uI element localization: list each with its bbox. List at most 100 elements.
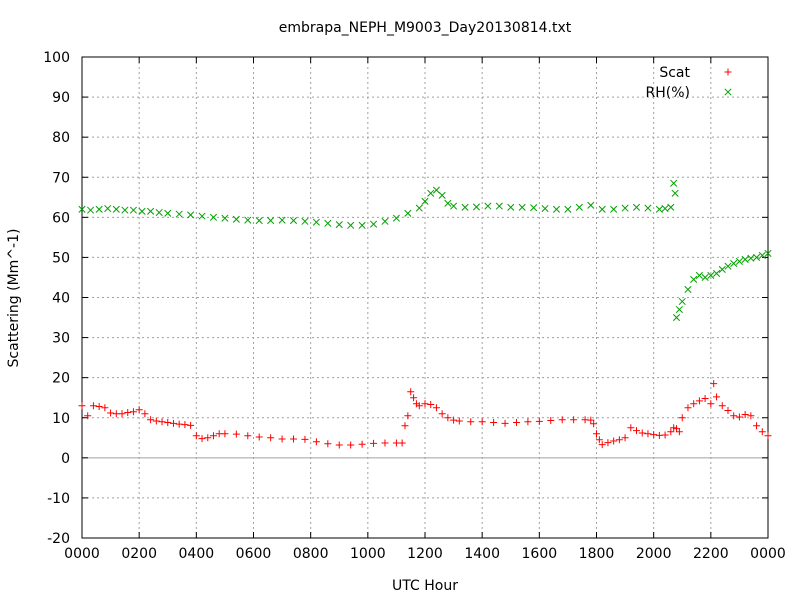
rh-point xyxy=(541,204,549,213)
rh-point xyxy=(369,220,378,228)
scat-point xyxy=(753,422,761,430)
rh-point xyxy=(718,265,726,273)
scat-point xyxy=(169,419,177,427)
scat-point xyxy=(192,432,200,440)
y-tick-label: 20 xyxy=(52,371,70,387)
rh-point xyxy=(753,253,761,261)
scat-point xyxy=(432,404,440,412)
data-layer xyxy=(78,179,772,449)
scat-point xyxy=(587,416,595,424)
y-tick-label: 30 xyxy=(52,331,70,347)
x-axis-label: UTC Hour xyxy=(392,578,458,594)
y-tick-label: 60 xyxy=(52,210,70,226)
x-tick-label: 0200 xyxy=(121,546,157,562)
rh-point xyxy=(404,209,412,217)
scat-point xyxy=(347,441,355,449)
legend: Scat RH(%) xyxy=(646,65,732,101)
rh-point xyxy=(655,205,663,213)
rh-point xyxy=(267,216,275,225)
rh-point xyxy=(198,212,206,220)
scat-point xyxy=(673,425,681,433)
scat-point xyxy=(78,402,86,410)
rh-point xyxy=(78,205,86,213)
scat-point xyxy=(490,419,498,427)
scat-point xyxy=(593,430,600,438)
scat-point xyxy=(638,429,646,437)
y-tick-label: -10 xyxy=(47,491,70,507)
scat-point xyxy=(141,410,149,418)
series-scat xyxy=(78,380,772,449)
rh-point xyxy=(155,208,163,217)
rh-point xyxy=(598,205,606,213)
scat-point xyxy=(633,427,641,435)
scat-point xyxy=(741,411,749,419)
scat-point xyxy=(427,401,435,409)
scat-point xyxy=(644,430,652,438)
rh-point xyxy=(764,249,772,257)
y-tick-label: 10 xyxy=(52,411,70,427)
rh-point xyxy=(672,313,681,322)
scat-point xyxy=(221,430,229,438)
x-tick-label: 0400 xyxy=(179,546,215,562)
scat-point xyxy=(124,409,132,417)
rh-point xyxy=(164,209,172,217)
scat-point xyxy=(684,404,692,412)
y-tick-label: 100 xyxy=(43,50,70,66)
rh-point xyxy=(112,205,120,213)
rh-point xyxy=(121,206,129,214)
scat-point xyxy=(255,433,263,441)
rh-point xyxy=(438,191,446,199)
y-tick-label: 90 xyxy=(52,90,70,106)
rh-point xyxy=(392,214,400,222)
x-tick-label: 1800 xyxy=(579,546,615,562)
rh-point xyxy=(632,203,641,211)
rh-point xyxy=(278,216,286,224)
rh-point xyxy=(421,197,429,205)
rh-point xyxy=(381,217,389,225)
rh-point xyxy=(575,203,583,211)
scat-point xyxy=(244,432,252,440)
rh-point xyxy=(552,205,561,213)
rh-point xyxy=(472,203,481,211)
rh-point xyxy=(289,216,298,225)
x-tick-label: 0000 xyxy=(750,546,786,562)
scat-point xyxy=(324,440,332,448)
scat-point xyxy=(312,438,320,446)
scat-point xyxy=(701,395,709,403)
scat-point xyxy=(667,428,675,436)
scat-point xyxy=(718,402,726,410)
scat-point xyxy=(358,440,366,448)
rh-point xyxy=(129,206,138,214)
x-tick-label: 0000 xyxy=(64,546,100,562)
rh-point xyxy=(495,202,503,210)
scat-point xyxy=(695,397,703,405)
scat-point xyxy=(455,417,463,425)
scat-point xyxy=(598,441,606,449)
rh-point xyxy=(518,203,526,211)
scat-point xyxy=(147,416,155,424)
chart-title: embrapa_NEPH_M9003_Day20130814.txt xyxy=(279,20,572,36)
scat-point xyxy=(101,404,109,412)
y-tick-label: 70 xyxy=(52,170,70,186)
scat-point xyxy=(570,416,578,424)
scat-point xyxy=(512,419,520,427)
legend-marker-rh xyxy=(724,88,732,96)
scat-point xyxy=(713,393,721,401)
rh-point xyxy=(87,206,95,214)
scat-point xyxy=(590,420,598,428)
scat-point xyxy=(758,428,766,436)
scat-point xyxy=(267,434,275,442)
scat-point xyxy=(209,432,217,440)
scat-point xyxy=(381,439,389,447)
scat-point xyxy=(164,419,172,427)
scat-point xyxy=(401,422,409,430)
rh-point xyxy=(147,207,155,215)
rh-point xyxy=(690,275,698,284)
rh-point xyxy=(621,204,629,212)
scat-point xyxy=(404,412,412,420)
x-tick-label: 1200 xyxy=(407,546,443,562)
rh-point xyxy=(432,186,440,194)
rh-point xyxy=(187,211,195,219)
scat-point xyxy=(650,431,658,439)
